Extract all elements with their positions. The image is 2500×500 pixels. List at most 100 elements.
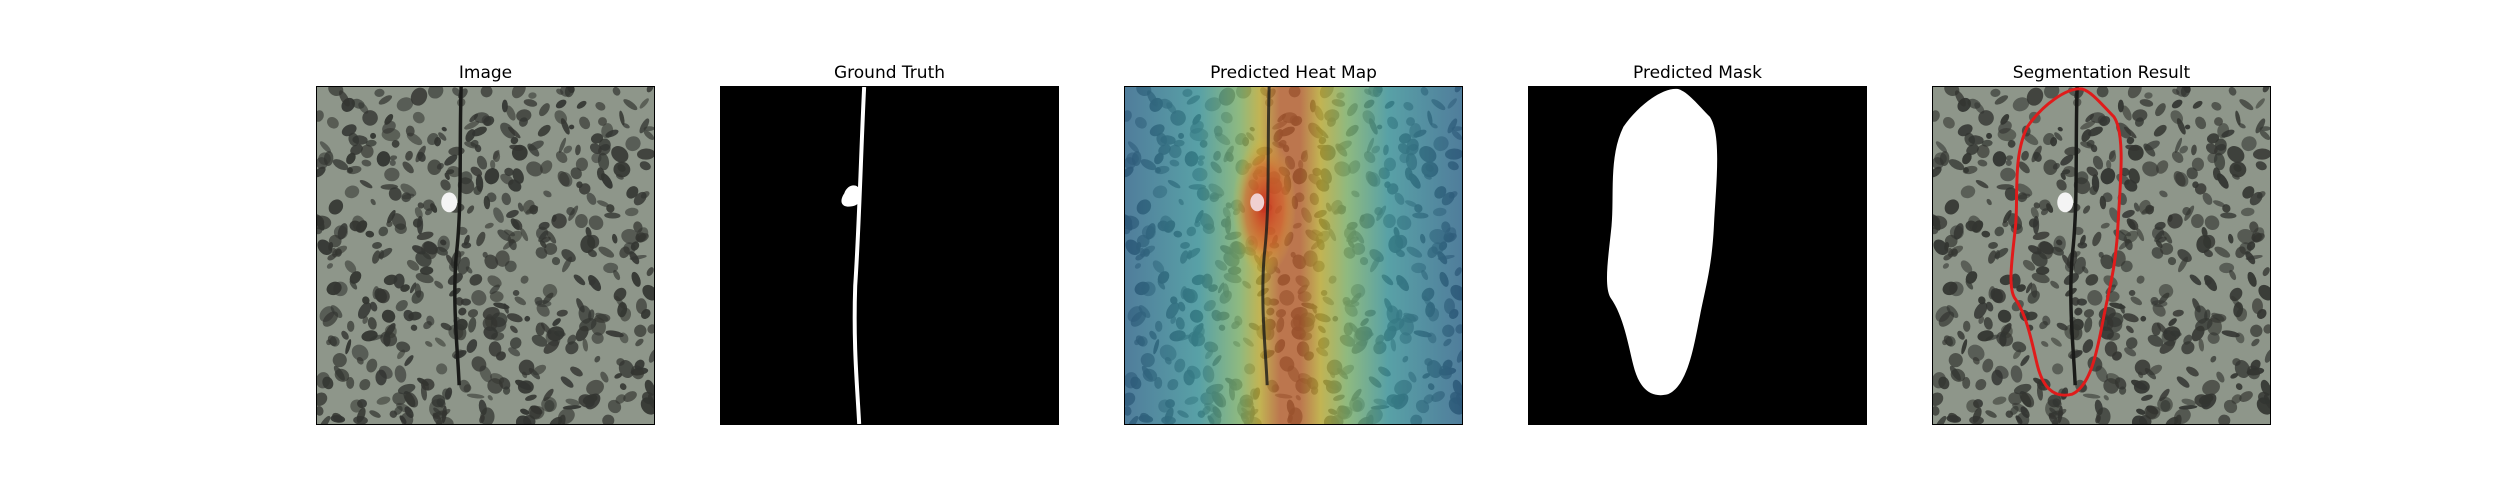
texture-blotch xyxy=(2239,391,2253,402)
texture-blotch xyxy=(2207,152,2218,164)
texture-blotch xyxy=(2258,284,2270,301)
texture-blotch xyxy=(2191,157,2204,172)
texture-blotch xyxy=(495,250,510,267)
texture-blotch xyxy=(595,101,606,111)
texture-blotch xyxy=(2255,98,2265,109)
texture-blotch xyxy=(445,169,455,175)
texture-blotch xyxy=(357,302,372,319)
texture-blotch xyxy=(1967,344,1985,361)
texture-blotch xyxy=(480,87,493,98)
texture-blotch xyxy=(552,318,561,327)
texture-blotch xyxy=(2136,228,2145,242)
texture-blotch xyxy=(362,110,378,126)
texture-blotch xyxy=(2176,118,2186,135)
texture-blotch xyxy=(2221,330,2240,338)
texture-blotch xyxy=(361,159,372,167)
texture-blotch xyxy=(2033,202,2040,209)
texture-blotch xyxy=(623,391,637,402)
texture-blotch xyxy=(2151,322,2161,336)
texture-blotch xyxy=(561,249,576,263)
texture-blotch xyxy=(1994,226,2005,237)
texture-blotch xyxy=(639,98,649,109)
panel-image: Image xyxy=(316,60,655,425)
texture-blotch xyxy=(2117,99,2124,113)
texture-blotch xyxy=(470,166,483,177)
texture-blotch xyxy=(2127,87,2142,99)
texture-blotch xyxy=(2016,183,2033,197)
texture-blotch xyxy=(353,416,368,424)
texture-blotch xyxy=(2123,126,2137,139)
texture-blotch xyxy=(2172,309,2184,317)
texture-blotch xyxy=(322,376,334,390)
texture-blotch xyxy=(1962,376,1971,389)
mask-background xyxy=(721,87,1058,424)
texture-blotch xyxy=(500,122,516,139)
texture-blotch xyxy=(487,275,502,288)
texture-blotch xyxy=(634,359,645,371)
texture-blotch xyxy=(551,257,561,266)
texture-blotch xyxy=(2249,191,2263,206)
texture-blotch xyxy=(1944,241,1950,251)
texture-blotch xyxy=(2119,303,2125,314)
texture-blotch xyxy=(1996,184,2015,190)
crack-line xyxy=(2069,87,2079,386)
texture-blotch xyxy=(604,212,621,219)
texture-blotch xyxy=(582,338,589,352)
panel-title-ground-truth: Ground Truth xyxy=(833,63,946,83)
texture-blotch xyxy=(500,173,514,185)
texture-blotch xyxy=(490,373,505,385)
texture-blotch xyxy=(517,380,534,394)
texture-blotch xyxy=(2144,92,2153,99)
texture-blotch xyxy=(2176,376,2190,388)
texture-blotch xyxy=(416,231,434,241)
texture-blotch xyxy=(1997,128,2017,142)
texture-blotch xyxy=(512,168,524,184)
texture-blotch xyxy=(2136,275,2145,284)
texture-blotch xyxy=(394,405,403,415)
texture-blotch xyxy=(2003,209,2012,224)
texture-blotch xyxy=(502,386,511,395)
texture-blotch xyxy=(486,192,497,203)
texture-blotch xyxy=(2126,325,2134,334)
texture-blotch xyxy=(515,415,532,424)
texture-blotch xyxy=(637,148,654,160)
texture-blotch xyxy=(1942,263,1949,269)
texture-blotch xyxy=(1953,223,1964,240)
texture-blotch xyxy=(380,184,399,190)
texture-blotch xyxy=(2175,172,2189,187)
texture-blotch xyxy=(2026,87,2044,106)
texture-blotch xyxy=(417,215,424,235)
texture-blotch xyxy=(642,284,654,301)
texture-blotch xyxy=(388,187,402,201)
texture-blotch xyxy=(2010,365,2023,383)
texture-blotch xyxy=(1978,110,1994,126)
texture-blotch xyxy=(345,339,352,355)
texture-blotch xyxy=(400,183,417,197)
texture-blotch xyxy=(417,151,426,162)
texture-blotch xyxy=(2013,383,2032,395)
texture-blotch xyxy=(538,230,548,242)
texture-blotch xyxy=(1960,185,1976,199)
texture-blotch xyxy=(2214,117,2223,126)
texture-blotch xyxy=(2027,290,2040,304)
texture-blotch xyxy=(327,117,339,129)
texture-blotch xyxy=(566,206,575,216)
texture-blotch xyxy=(600,371,609,383)
texture-blotch xyxy=(483,116,495,127)
texture-blotch xyxy=(328,241,334,251)
texture-blotch xyxy=(1935,306,1951,322)
texture-blotch xyxy=(319,306,335,322)
panel-segmentation-result: Segmentation Result xyxy=(1932,60,2271,425)
texture-blotch xyxy=(563,145,573,154)
texture-blotch xyxy=(2075,171,2089,185)
panel-title-image: Image xyxy=(458,63,513,83)
texture-blotch xyxy=(2087,290,2103,306)
texture-blotch xyxy=(2020,355,2030,367)
texture-blotch xyxy=(394,223,407,234)
texture-blotch xyxy=(2049,407,2058,415)
texture-blotch xyxy=(2096,87,2109,98)
texture-blotch xyxy=(2192,181,2199,189)
texture-blotch xyxy=(461,242,472,249)
segmentation-contour xyxy=(2009,87,2123,397)
texture-blotch xyxy=(347,320,355,332)
